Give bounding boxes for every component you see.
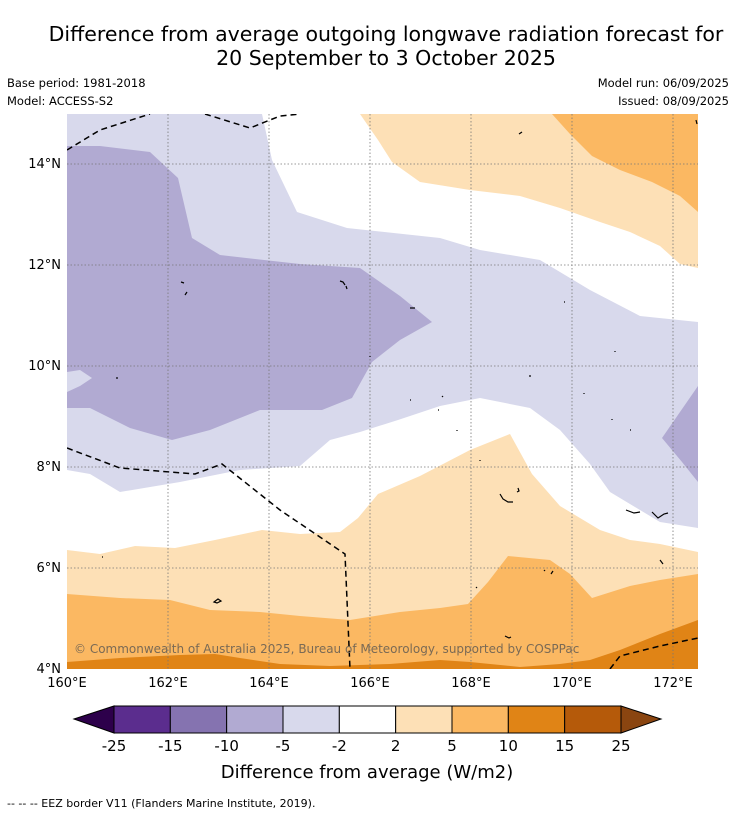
colorbar-tick-label: 2 (391, 737, 401, 755)
y-tick-label: 12°N (28, 258, 61, 273)
colorbar-extend-low (72, 705, 115, 734)
colorbar-segment (113, 705, 171, 734)
issued-date: Issued: 08/09/2025 (618, 94, 729, 108)
colorbar-tick-label: 15 (555, 737, 574, 755)
model-run: Model run: 06/09/2025 (597, 76, 729, 90)
colorbar-tick-label: -2 (332, 737, 347, 755)
colorbar-segment (338, 705, 397, 734)
x-tick-label: 166°E (350, 676, 390, 691)
colorbar-segment (282, 705, 340, 734)
y-axis-labels: 4°N 6°N 8°N 10°N 12°N 14°N (28, 157, 61, 677)
x-axis-labels: 160°E 162°E 164°E 166°E 168°E 170°E 172°… (47, 676, 693, 691)
colorbar-segment (395, 705, 453, 734)
x-tick-label: 172°E (653, 676, 693, 691)
colorbar-tick-label: -25 (102, 737, 127, 755)
band-5-10-north (552, 114, 698, 212)
x-tick-label: 168°E (451, 676, 491, 691)
colorbar-segment (507, 705, 566, 734)
colorbar-tick-label: -15 (158, 737, 183, 755)
colorbar: -25 -15 -10 -5 -2 2 5 10 15 25 Difference from av… (72, 705, 663, 783)
band-10-15-south (67, 620, 698, 669)
band-minus10-minus5-east (662, 386, 698, 482)
colorbar-tick-label: -10 (214, 737, 239, 755)
y-tick-label: 14°N (28, 157, 61, 172)
band-minus10-minus5 (67, 146, 432, 440)
title-line-1: Difference from average outgoing longwav… (48, 22, 724, 46)
x-tick-label: 160°E (47, 676, 87, 691)
colorbar-segment (564, 705, 622, 734)
eez-footnote: -- -- -- EEZ border V11 (Flanders Marine… (7, 797, 316, 810)
title-line-2: 20 September to 3 October 2025 (216, 46, 556, 70)
x-tick-label: 170°E (552, 676, 592, 691)
colorbar-tick-label: 10 (499, 737, 518, 755)
y-tick-label: 6°N (37, 561, 62, 576)
colorbar-tick-label: 25 (611, 737, 630, 755)
colorbar-tick-label: -5 (276, 737, 291, 755)
colorbar-title: Difference from average (W/m2) (221, 762, 513, 783)
x-tick-label: 164°E (249, 676, 289, 691)
map-title: Difference from average outgoing longwav… (0, 22, 736, 70)
colorbar-segment (169, 705, 228, 734)
y-tick-label: 10°N (28, 359, 61, 374)
colorbar-tick-label: 5 (447, 737, 457, 755)
colorbar-extend-high (620, 705, 663, 734)
colorbar-segment (451, 705, 509, 734)
y-tick-label: 8°N (37, 460, 62, 475)
x-tick-label: 162°E (148, 676, 188, 691)
copyright-text: © Commonwealth of Australia 2025, Bureau… (74, 642, 579, 656)
band-5-10-south (67, 556, 698, 669)
anomaly-field (67, 114, 698, 669)
colorbar-segment (226, 705, 284, 734)
islands (102, 119, 698, 639)
model-name: Model: ACCESS-S2 (7, 94, 114, 108)
graticule (67, 114, 698, 669)
eez-borders (67, 114, 698, 669)
base-period: Base period: 1981-2018 (7, 76, 146, 90)
y-tick-label: 4°N (37, 662, 62, 677)
